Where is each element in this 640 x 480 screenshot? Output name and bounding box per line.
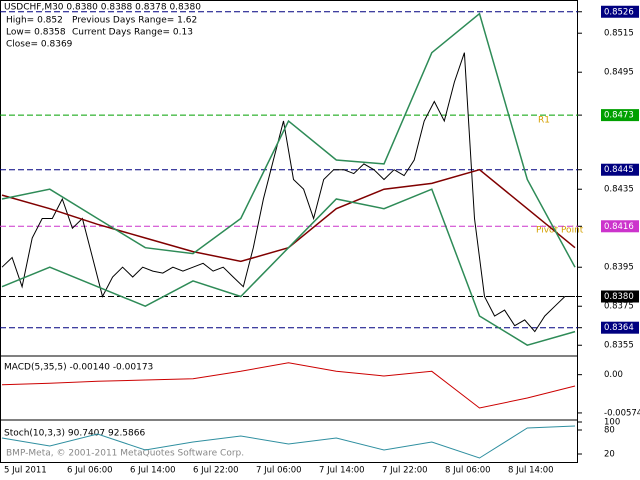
level-box — [601, 321, 639, 334]
y-tick-label: 0.8416 — [604, 222, 634, 232]
y-tick-label: 0.8473 — [604, 111, 634, 121]
y-tick-label: 0.8495 — [604, 68, 634, 78]
y-tick-label: 20 — [604, 450, 615, 460]
annotation: R1 — [538, 116, 550, 126]
series-line — [1, 362, 576, 409]
series-line — [1, 425, 576, 459]
annotation: High= 0.852 — [6, 16, 63, 26]
x-tick-label: 8 Jul 06:00 — [445, 466, 491, 476]
y-tick-label: 0.8364 — [604, 323, 634, 333]
x-tick-label: 7 Jul 06:00 — [256, 466, 302, 476]
y-tick-label: 0.8395 — [604, 263, 634, 273]
series-line — [1, 188, 576, 347]
series-line — [1, 12, 576, 268]
y-tick-label: 0.8435 — [604, 185, 634, 195]
watermark: BMP-Meta, © 2001-2011 MetaQuotes Softwar… — [6, 449, 244, 459]
annotation: Low= 0.8358 — [6, 28, 66, 38]
y-tick-label: 0.8355 — [604, 341, 634, 351]
level-box — [601, 5, 639, 18]
x-tick-label: 5 Jul 2011 — [4, 466, 47, 476]
chart-title: USDCHF,M30 0.8380 0.8388 0.8378 0.8380 — [4, 3, 201, 13]
y-tick-label: 0.8445 — [604, 165, 634, 175]
x-tick-label: 6 Jul 06:00 — [67, 466, 113, 476]
annotation: Close= 0.8369 — [6, 40, 73, 50]
y-tick-label: 0.00 — [604, 370, 623, 380]
level-box — [601, 290, 639, 303]
y-tick-label: 100 — [604, 418, 620, 428]
annotation: Previous Days Range= 1.62 — [72, 16, 197, 26]
x-tick-label: 6 Jul 22:00 — [193, 466, 239, 476]
annotation: Current Days Range= 0.13 — [72, 28, 193, 38]
level-box — [601, 163, 639, 176]
y-tick-label: 80 — [604, 426, 615, 436]
y-tick-label: 0.8515 — [604, 29, 634, 39]
y-tick-label: 0.8380 — [604, 292, 634, 302]
y-tick-label: -0.00574 — [604, 408, 640, 418]
frame — [0, 0, 578, 463]
series-line — [1, 52, 575, 333]
x-tick-label: 6 Jul 14:00 — [130, 466, 176, 476]
panel-title: Stoch(10,3,3) 90.7407 92.5866 — [4, 429, 145, 439]
y-tick-label: 0.8526 — [604, 7, 634, 17]
level-box — [601, 220, 639, 233]
y-tick-label: 0.8375 — [604, 302, 634, 312]
x-tick-label: 7 Jul 14:00 — [319, 466, 365, 476]
level-box — [601, 109, 639, 122]
panel-title: MACD(5,35,5) -0.00140 -0.00173 — [4, 363, 153, 373]
x-tick-label: 7 Jul 22:00 — [382, 466, 428, 476]
x-tick-label: 8 Jul 14:00 — [508, 466, 554, 476]
annotation: Pivot Point — [536, 226, 584, 236]
